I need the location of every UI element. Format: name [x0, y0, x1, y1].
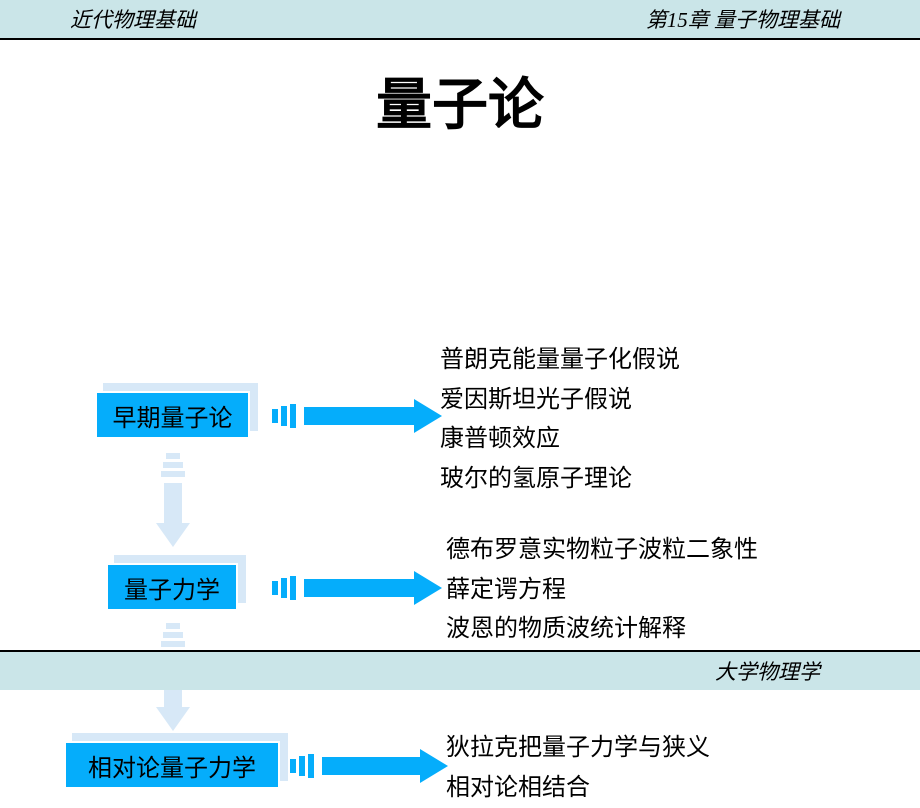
list-item: 普朗克能量量子化假说	[440, 341, 680, 381]
arrow-head-icon	[414, 399, 442, 433]
box-label: 早期量子论	[95, 391, 250, 439]
arrow-head-icon	[156, 707, 190, 731]
arrow-head-icon	[420, 749, 448, 783]
arrow-bars-icon	[272, 404, 296, 428]
arrow-shaft	[304, 407, 414, 425]
arrow-right-a2	[272, 571, 442, 605]
arrow-shaft	[322, 757, 420, 775]
box-label: 相对论量子力学	[64, 741, 280, 789]
arrow-right-a1	[272, 399, 442, 433]
arrow-right-a3	[290, 749, 448, 783]
arrow-head-icon	[156, 523, 190, 547]
arrow-shaft	[164, 483, 182, 523]
arrow-bars-icon	[290, 754, 314, 778]
arrow-down-v1	[156, 453, 190, 547]
footer-bar: 大学物理学	[0, 650, 920, 690]
list-item: 薛定谔方程	[446, 571, 758, 611]
arrow-bars-icon	[272, 576, 296, 600]
list-item: 康普顿效应	[440, 420, 680, 460]
arrow-bars-icon	[161, 623, 185, 647]
list-item: 德布罗意实物粒子波粒二象性	[446, 531, 758, 571]
box-label: 量子力学	[106, 563, 238, 611]
footer-text: 大学物理学	[715, 656, 820, 686]
header-left: 近代物理基础	[70, 4, 196, 34]
arrow-shaft	[304, 579, 414, 597]
arrow-bars-icon	[161, 453, 185, 477]
arrow-head-icon	[414, 571, 442, 605]
topic-list-l1: 普朗克能量量子化假说爱因斯坦光子假说康普顿效应玻尔的氢原子理论	[440, 341, 680, 499]
list-item: 波恩的物质波统计解释	[446, 610, 758, 650]
list-item: 相对论相结合	[446, 769, 710, 808]
page-title: 量子论	[0, 60, 920, 141]
list-item: 玻尔的氢原子理论	[440, 460, 680, 500]
list-item: 爱因斯坦光子假说	[440, 381, 680, 421]
header-right: 第15章 量子物理基础	[646, 4, 850, 34]
topic-list-l3: 狄拉克把量子力学与狭义相对论相结合	[446, 729, 710, 808]
list-item: 狄拉克把量子力学与狭义	[446, 729, 710, 769]
header-bar: 近代物理基础 第15章 量子物理基础	[0, 0, 920, 40]
